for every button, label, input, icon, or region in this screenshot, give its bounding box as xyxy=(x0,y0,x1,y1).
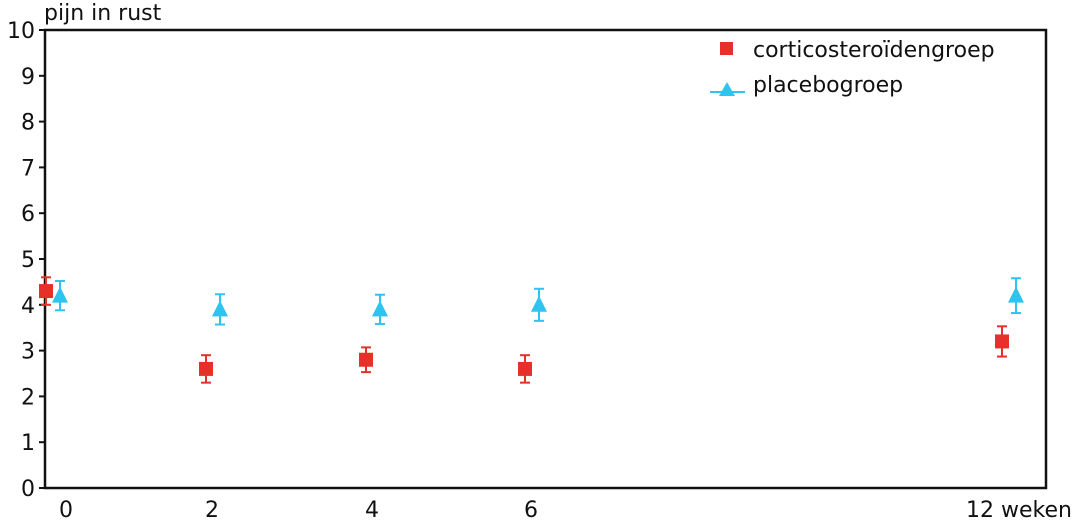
y-tick-label: 3 xyxy=(21,340,35,365)
x-tick-label: 12 weken xyxy=(966,498,1072,520)
legend-placebo-marker xyxy=(719,82,735,96)
y-axis-ticks: 0 1 2 3 4 5 6 7 8 9 10 xyxy=(7,19,45,502)
cortico-point xyxy=(39,284,53,299)
y-tick-label: 6 xyxy=(21,202,35,227)
cortico-point xyxy=(995,334,1009,349)
y-tick-label: 4 xyxy=(21,294,35,319)
legend-cortico-label: corticosteroïdengroep xyxy=(753,38,995,63)
placebo-point xyxy=(372,300,388,317)
y-axis-title: pijn in rust xyxy=(44,1,162,26)
plot-frame xyxy=(43,28,1048,490)
legend: corticosteroïdengroep placebogroep xyxy=(710,38,995,98)
y-tick-label: 7 xyxy=(21,156,35,181)
cortico-point xyxy=(199,361,213,376)
cortico-point xyxy=(359,352,373,367)
placebo-point xyxy=(212,300,228,317)
x-axis-ticks: 0 2 4 6 12 weken xyxy=(59,498,1072,520)
y-tick-label: 10 xyxy=(7,19,35,44)
y-tick-label: 9 xyxy=(21,65,35,90)
placebo-point xyxy=(1008,286,1024,303)
y-tick-label: 5 xyxy=(21,248,35,273)
y-tick-label: 0 xyxy=(21,477,35,502)
data-marks xyxy=(39,276,1024,384)
y-tick-label: 2 xyxy=(21,385,35,410)
x-tick-label: 4 xyxy=(365,498,379,520)
placebo-point xyxy=(52,286,68,303)
x-tick-label: 6 xyxy=(524,498,538,520)
cortico-point xyxy=(518,361,532,376)
y-tick-label: 1 xyxy=(21,431,35,456)
legend-cortico-marker xyxy=(720,42,733,55)
placebo-point xyxy=(531,295,547,312)
x-tick-label: 0 xyxy=(59,498,73,520)
x-tick-label: 2 xyxy=(205,498,219,520)
y-tick-label: 8 xyxy=(21,111,35,136)
legend-placebo-label: placebogroep xyxy=(753,73,903,98)
